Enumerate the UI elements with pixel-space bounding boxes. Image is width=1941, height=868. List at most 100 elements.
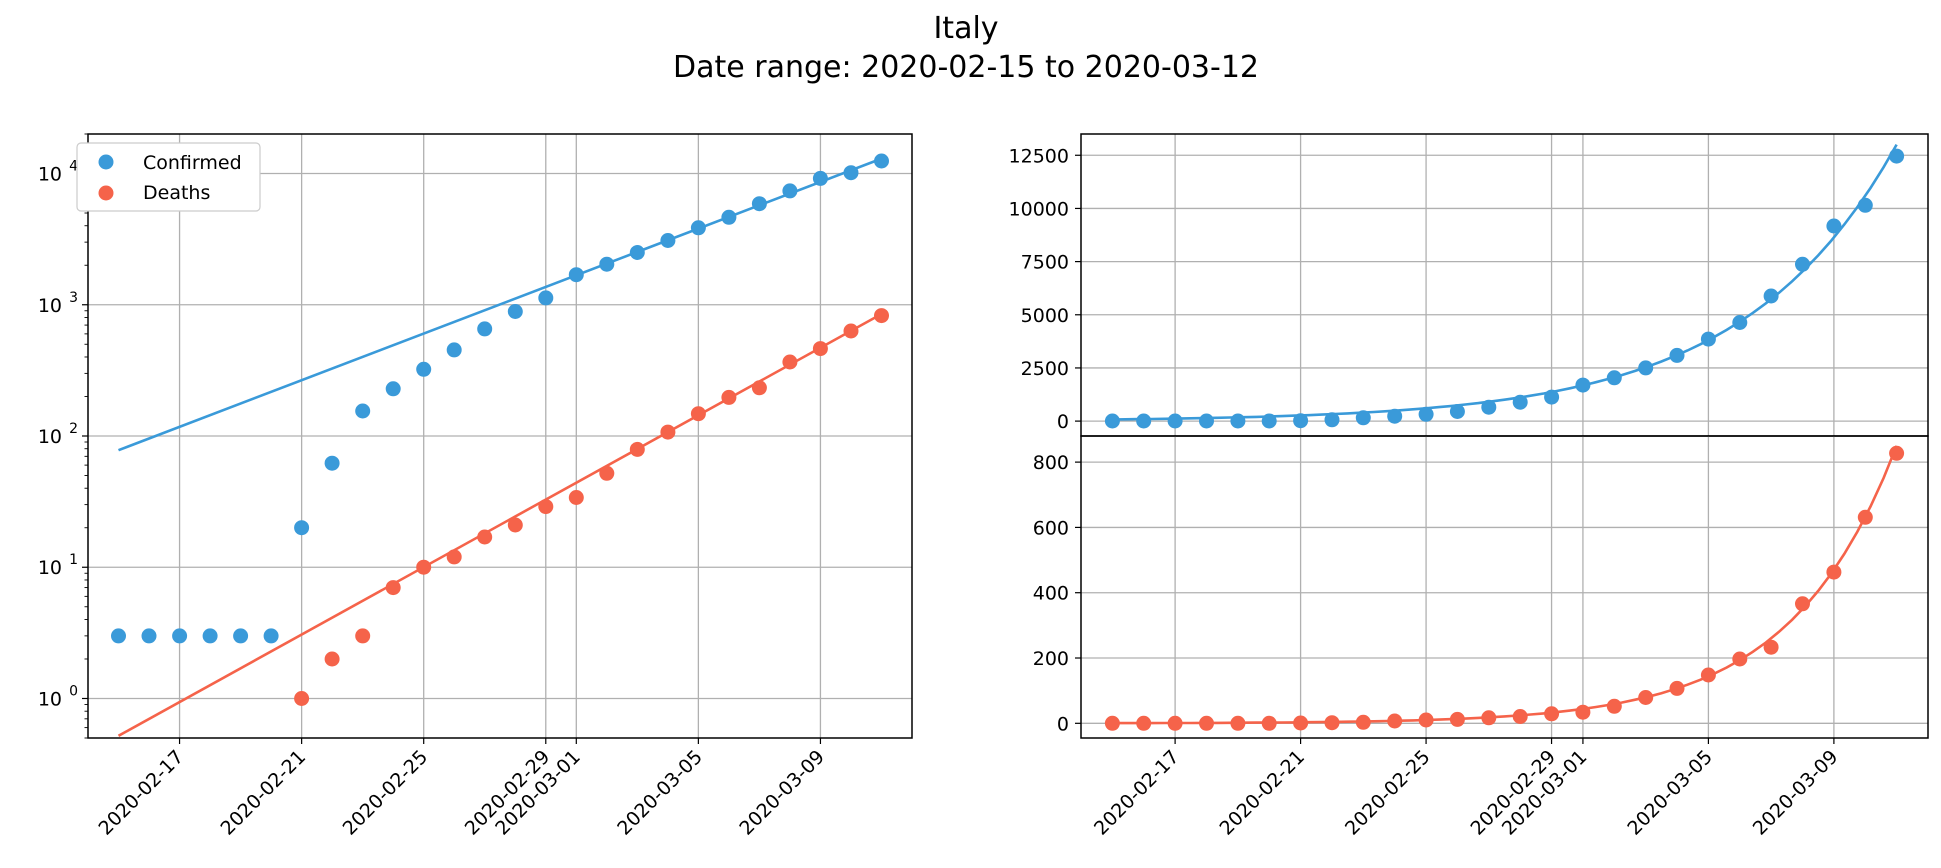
data-point-deaths: [1230, 715, 1246, 731]
data-point-deaths: [1481, 710, 1497, 726]
data-point-confirmed: [690, 220, 706, 236]
data-point-deaths: [1763, 639, 1779, 655]
x-tick-label: 2020-02-21: [217, 746, 311, 840]
data-point-deaths: [477, 529, 493, 545]
data-point-confirmed: [1104, 413, 1120, 429]
y-tick-label-exponent: 1: [69, 552, 78, 568]
data-point-deaths: [416, 559, 432, 575]
x-tick-label: 2020-02-21: [1215, 746, 1309, 840]
legend-marker-deaths: [98, 185, 114, 201]
data-point-confirmed: [1606, 370, 1622, 386]
y-tick-label: 10000: [1009, 198, 1069, 220]
y-tick-label: 2500: [1021, 358, 1069, 380]
data-point-deaths: [568, 490, 584, 505]
data-point-deaths: [1136, 715, 1152, 731]
data-point-confirmed: [1199, 413, 1214, 429]
data-point-deaths: [1199, 715, 1214, 731]
data-point-confirmed: [1512, 394, 1528, 410]
data-point-deaths: [1449, 711, 1465, 727]
data-point-confirmed: [294, 520, 310, 536]
data-point-deaths: [507, 517, 523, 533]
y-tick-label: 7500: [1021, 252, 1069, 274]
x-tick-label: 2020-03-09: [735, 746, 829, 840]
figure-subtitle: Date range: 2020-02-15 to 2020-03-12: [673, 50, 1259, 85]
data-point-confirmed: [1355, 410, 1371, 426]
x-tick-label: 2020-03-05: [613, 746, 707, 840]
data-point-confirmed: [1889, 148, 1905, 164]
data-point-deaths: [538, 499, 554, 515]
data-point-deaths: [1544, 706, 1560, 722]
data-point-deaths: [599, 465, 615, 481]
data-point-confirmed: [324, 455, 340, 471]
data-point-deaths: [1167, 715, 1183, 731]
x-tick-label: 2020-02-17: [94, 746, 188, 840]
data-point-confirmed: [111, 628, 126, 644]
data-point-confirmed: [751, 196, 767, 212]
log-scale-panel: 10 0 10 1 10 2 10 3 10 4 2020-02-17 2020-02-21 2020-…: [38, 133, 913, 840]
data-point-deaths: [1795, 596, 1810, 612]
y-tick-label: 400: [1033, 583, 1069, 605]
data-point-confirmed: [812, 170, 828, 186]
figure-title: Italy: [933, 11, 998, 46]
y-tick-label: 10: [38, 557, 62, 579]
data-point-confirmed: [1418, 406, 1434, 422]
fit-line-deaths: [1112, 445, 1898, 725]
y-tick-label-exponent: 0: [69, 683, 78, 699]
data-point-confirmed: [1638, 360, 1654, 376]
axes-frame: [1080, 435, 1929, 739]
data-point-deaths: [690, 406, 706, 422]
data-point-confirmed: [1763, 288, 1779, 304]
legend-label-confirmed: Confirmed: [143, 152, 242, 174]
linear-deaths-panel: 0 200 400 600 800 2020-02-17 2020-02-21 2020-02…: [1033, 435, 1929, 840]
data-point-confirmed: [1261, 413, 1277, 429]
data-point-deaths: [1889, 445, 1905, 461]
data-point-deaths: [1418, 712, 1434, 728]
y-tick-label: 5000: [1021, 305, 1069, 327]
data-point-confirmed: [355, 403, 371, 419]
data-point-deaths: [1293, 715, 1309, 731]
y-tick-label: 0: [1057, 411, 1069, 433]
axes-frame: [87, 133, 913, 739]
legend-marker-confirmed: [98, 154, 114, 170]
data-point-confirmed: [1544, 389, 1560, 405]
data-point-deaths: [629, 441, 645, 457]
data-point-confirmed: [1167, 413, 1183, 429]
data-point-confirmed: [1669, 347, 1685, 363]
data-point-confirmed: [721, 209, 737, 225]
data-point-deaths: [812, 341, 828, 357]
x-tick-label: 2020-02-25: [339, 746, 433, 840]
data-point-deaths: [751, 380, 767, 396]
data-point-confirmed: [172, 628, 188, 644]
fit-line-deaths: [117, 312, 883, 737]
data-point-confirmed: [1136, 413, 1152, 429]
data-point-deaths: [843, 323, 859, 339]
axes-frame: [1080, 133, 1929, 437]
data-point-deaths: [1669, 680, 1685, 696]
data-point-deaths: [1512, 709, 1528, 724]
data-point-confirmed: [263, 628, 279, 644]
x-tick-label: 2020-03-05: [1623, 746, 1717, 840]
y-tick-label: 600: [1033, 517, 1069, 539]
data-point-confirmed: [385, 381, 401, 397]
x-tick-label: 2020-02-25: [1341, 746, 1435, 840]
x-tick-label: 2020-02-17: [1090, 746, 1184, 840]
data-point-confirmed: [629, 245, 645, 260]
data-point-deaths: [660, 424, 676, 440]
data-point-confirmed: [782, 183, 798, 199]
data-point-confirmed: [538, 290, 554, 306]
data-point-deaths: [782, 354, 798, 370]
x-tick-label: 2020-03-09: [1749, 746, 1843, 840]
data-point-deaths: [355, 628, 371, 644]
data-point-confirmed: [1481, 399, 1497, 415]
y-tick-label: 10: [38, 164, 62, 186]
y-tick-label-exponent: 3: [69, 290, 78, 306]
data-point-confirmed: [1230, 413, 1246, 429]
data-point-confirmed: [1324, 412, 1340, 428]
y-tick-label: 10: [38, 426, 62, 448]
y-tick-label-exponent: 4: [69, 159, 78, 175]
data-point-confirmed: [202, 628, 218, 644]
data-point-deaths: [385, 580, 401, 596]
data-point-confirmed: [568, 267, 584, 283]
legend-box: [76, 142, 261, 212]
